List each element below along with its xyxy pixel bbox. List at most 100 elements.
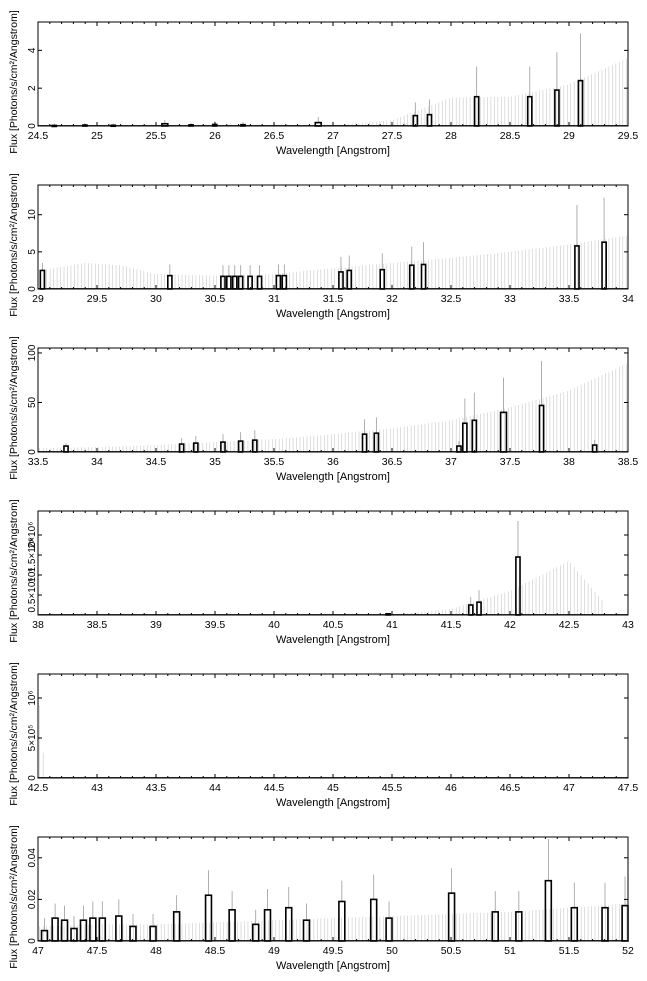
x-tick-label: 33 — [504, 293, 516, 305]
x-tick-label: 38 — [563, 456, 575, 468]
x-tick-label: 52 — [622, 945, 634, 957]
flux-bar — [467, 604, 474, 616]
x-tick-label: 48 — [150, 945, 162, 957]
y-axis-label: Flux [Photons/s/cm²/Angstrom] — [8, 662, 20, 806]
x-tick-label: 47.5 — [618, 782, 639, 794]
flux-bar — [237, 440, 244, 453]
flux-bar — [461, 422, 468, 453]
flux-bar — [178, 443, 185, 453]
error-envelope — [39, 903, 627, 941]
y-tick-label: 1.5×10⁶ — [27, 538, 38, 573]
flux-bar — [601, 241, 607, 290]
x-tick-label: 26.5 — [264, 130, 285, 142]
flux-bar — [281, 274, 288, 290]
flux-bar — [379, 268, 386, 290]
x-axis-label: Wavelength [Angstrom] — [276, 308, 390, 320]
y-axis-label: Flux [Photons/s/cm²/Angstrom] — [8, 173, 20, 317]
x-tick-label: 34.5 — [146, 456, 167, 468]
flux-bar — [346, 269, 353, 290]
x-tick-label: 31.5 — [323, 293, 344, 305]
y-tick-label: 100 — [27, 344, 38, 361]
x-tick-label: 29.5 — [87, 293, 108, 305]
flux-bar — [369, 898, 378, 942]
x-tick-label: 36 — [327, 456, 339, 468]
y-tick-label: 10⁶ — [27, 567, 38, 582]
flux-bar — [39, 269, 46, 290]
x-tick-label: 31 — [268, 293, 280, 305]
x-tick-label: 48.5 — [205, 945, 226, 957]
flux-bar — [237, 275, 244, 290]
y-tick-label: 2×10⁶ — [27, 522, 38, 549]
flux-bar — [577, 79, 584, 127]
y-tick-label: 5×10⁵ — [27, 725, 38, 752]
flux-bar — [515, 556, 521, 616]
x-tick-label: 50.5 — [441, 945, 462, 957]
x-tick-label: 35 — [209, 456, 221, 468]
x-tick-label: 33.5 — [28, 456, 49, 468]
x-tick-label: 49.5 — [323, 945, 344, 957]
y-tick-label: 50 — [27, 396, 38, 408]
flux-bar — [115, 915, 123, 942]
y-axis-label: Flux [Photons/s/cm²/Angstrom] — [8, 10, 20, 154]
x-tick-label: 40 — [268, 619, 280, 631]
y-tick-label: 0 — [27, 938, 38, 944]
flux-bar — [491, 911, 499, 942]
flux-bar — [526, 95, 533, 127]
flux-bar — [220, 275, 226, 290]
x-tick-label: 47 — [32, 945, 44, 957]
error-envelope — [39, 705, 44, 778]
flux-bar — [129, 925, 137, 942]
flux-bar — [476, 601, 482, 616]
y-axis-label: Flux [Photons/s/cm²/Angstrom] — [8, 336, 20, 480]
y-tick-label: 2 — [27, 85, 38, 91]
y-tick-label: 0.02 — [27, 889, 38, 909]
flux-bar — [338, 271, 344, 290]
chart-panel-2: 29 29.5 30 30.5 31 31.5 32 32.5 33 33.5 34 0 5 10 Wave… — [8, 173, 634, 320]
x-tick-label: 42.5 — [28, 782, 49, 794]
y-tick-label: 5 — [27, 249, 38, 255]
x-tick-label: 47 — [563, 782, 575, 794]
x-tick-label: 29.5 — [618, 130, 639, 142]
x-tick-label: 38.5 — [87, 619, 108, 631]
y-axis-label: Flux [Photons/s/cm²/Angstrom] — [8, 825, 20, 969]
flux-bar — [591, 444, 598, 453]
x-tick-label: 45.5 — [382, 782, 403, 794]
x-tick-label: 38 — [32, 619, 44, 631]
flux-bar — [251, 923, 260, 942]
x-tick-label: 43 — [622, 619, 634, 631]
chart-panel-3: 33.5 34 34.5 35 35.5 36 36.5 37 37.5 38 38.5 0 50 100… — [8, 336, 638, 483]
plot-frame — [37, 673, 629, 779]
x-tick-label: 49 — [268, 945, 280, 957]
x-tick-label: 47.5 — [87, 945, 108, 957]
x-tick-label: 36.5 — [382, 456, 403, 468]
x-tick-label: 27 — [327, 130, 339, 142]
chart-panel-6: 47 47.5 48 48.5 49 49.5 50 50.5 51 51.5 52 0 0.02 0.0… — [8, 825, 634, 972]
flux-bar — [284, 906, 293, 942]
flux-bar — [538, 404, 545, 453]
x-axis-label: Wavelength [Angstrom] — [276, 960, 390, 972]
flux-bar — [426, 113, 433, 127]
flux-bar — [226, 275, 232, 290]
x-tick-label: 24.5 — [28, 130, 49, 142]
x-tick-label: 41 — [386, 619, 398, 631]
x-tick-label: 37 — [445, 456, 457, 468]
error-envelope — [39, 235, 627, 289]
y-tick-label: 0 — [27, 286, 38, 292]
x-tick-label: 43.5 — [146, 782, 167, 794]
error-envelope — [39, 58, 627, 126]
flux-bar — [167, 274, 173, 290]
flux-bar — [220, 441, 226, 453]
flux-bar — [275, 274, 282, 290]
x-tick-label: 42.5 — [559, 619, 580, 631]
x-tick-label: 45 — [327, 782, 339, 794]
x-tick-label: 33.5 — [559, 293, 580, 305]
x-tick-label: 34 — [91, 456, 103, 468]
flux-bar — [471, 419, 478, 453]
x-axis-label: Wavelength [Angstrom] — [276, 797, 390, 809]
flux-bar — [420, 263, 427, 290]
y-tick-label: 4 — [27, 47, 38, 53]
flux-bar — [314, 121, 322, 127]
chart-panel-4: 38 38.5 39 39.5 40 40.5 41 41.5 42 42.5 430.5×10⁶1… — [8, 499, 634, 646]
x-tick-label: 29 — [563, 130, 575, 142]
